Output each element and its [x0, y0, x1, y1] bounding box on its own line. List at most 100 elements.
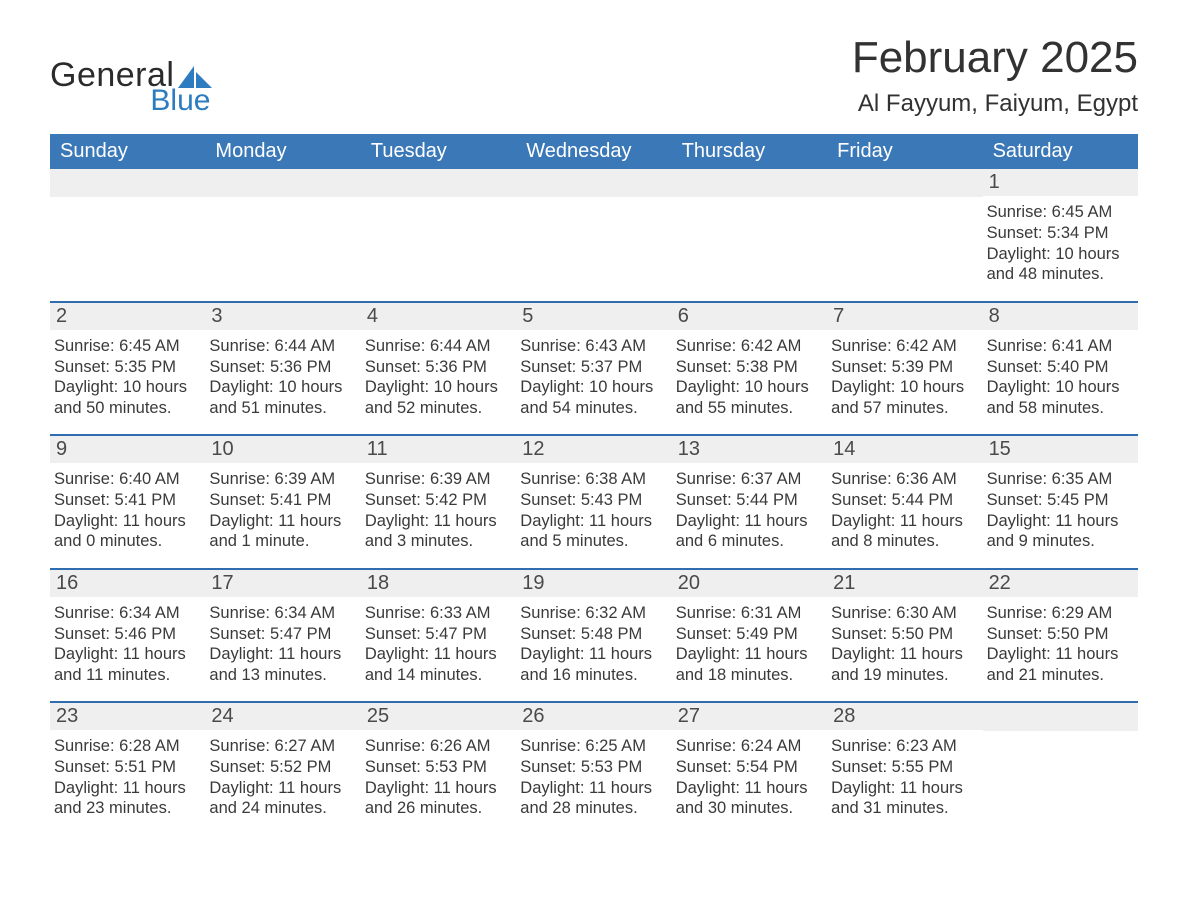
sunrise-line: Sunrise: 6:44 AM	[209, 336, 352, 357]
sunrise-line: Sunrise: 6:38 AM	[520, 469, 663, 490]
day-details: Sunrise: 6:28 AMSunset: 5:51 PMDaylight:…	[54, 736, 197, 819]
calendar-day: 5 Sunrise: 6:43 AMSunset: 5:37 PMDaylight…	[516, 303, 671, 435]
day-number: 28	[827, 703, 982, 730]
calendar-day: 4Sunrise: 6:44 AMSunset: 5:36 PMDaylight…	[361, 303, 516, 435]
calendar-day: 23 Sunrise: 6:28 AMSunset: 5:51 PMDayligh…	[50, 703, 205, 835]
location-subtitle: Al Fayyum, Faiyum, Egypt	[852, 90, 1138, 118]
calendar-day: 25Sunrise: 6:26 AMSunset: 5:53 PMDayligh…	[361, 703, 516, 835]
day-details: Sunrise: 6:40 AMSunset: 5:41 PMDaylight:…	[54, 469, 197, 552]
sunset-line: Sunset: 5:50 PM	[987, 624, 1130, 645]
sunset-line: Sunset: 5:50 PM	[831, 624, 974, 645]
day-number: 6	[672, 303, 827, 330]
day-details: Sunrise: 6:42 AMSunset: 5:38 PMDaylight:…	[676, 336, 819, 419]
day-details: Sunrise: 6:39 AMSunset: 5:42 PMDaylight:…	[365, 469, 508, 552]
day-number: 19	[516, 570, 671, 597]
day-number: 17	[205, 570, 360, 597]
daylight-line: Daylight: 11 hours and 5 minutes.	[520, 511, 663, 552]
sunset-line: Sunset: 5:49 PM	[676, 624, 819, 645]
day-number	[827, 169, 982, 197]
calendar-week-row: 9Sunrise: 6:40 AMSunset: 5:41 PMDaylight…	[50, 434, 1138, 568]
weekday-header-row: SundayMondayTuesdayWednesdayThursdayFrid…	[50, 134, 1138, 169]
day-details: Sunrise: 6:30 AMSunset: 5:50 PMDaylight:…	[831, 603, 974, 686]
day-number: 13	[672, 436, 827, 463]
sunrise-line: Sunrise: 6:31 AM	[676, 603, 819, 624]
day-number: 5	[516, 303, 671, 330]
daylight-line: Daylight: 11 hours and 19 minutes.	[831, 644, 974, 685]
sunrise-line: Sunrise: 6:36 AM	[831, 469, 974, 490]
day-details: Sunrise: 6:43 AMSunset: 5:37 PMDaylight:…	[520, 336, 663, 419]
day-number: 24	[205, 703, 360, 730]
daylight-line: Daylight: 11 hours and 14 minutes.	[365, 644, 508, 685]
weekday-header-friday: Friday	[827, 134, 982, 169]
day-details: Sunrise: 6:26 AMSunset: 5:53 PMDaylight:…	[365, 736, 508, 819]
calendar-day: 17Sunrise: 6:34 AMSunset: 5:47 PMDayligh…	[205, 570, 360, 702]
daylight-line: Daylight: 11 hours and 31 minutes.	[831, 778, 974, 819]
calendar-day: 18Sunrise: 6:33 AMSunset: 5:47 PMDayligh…	[361, 570, 516, 702]
sunrise-line: Sunrise: 6:45 AM	[54, 336, 197, 357]
daylight-line: Daylight: 11 hours and 23 minutes.	[54, 778, 197, 819]
logo-text-blue: Blue	[50, 86, 212, 116]
daylight-line: Daylight: 10 hours and 51 minutes.	[209, 377, 352, 418]
sunrise-line: Sunrise: 6:28 AM	[54, 736, 197, 757]
sunset-line: Sunset: 5:53 PM	[365, 757, 508, 778]
sunset-line: Sunset: 5:53 PM	[520, 757, 663, 778]
day-details: Sunrise: 6:27 AMSunset: 5:52 PMDaylight:…	[209, 736, 352, 819]
sunset-line: Sunset: 5:36 PM	[365, 357, 508, 378]
calendar-week-row: 16Sunrise: 6:34 AMSunset: 5:46 PMDayligh…	[50, 568, 1138, 702]
calendar-day: 1Sunrise: 6:45 AMSunset: 5:34 PMDaylight…	[983, 169, 1138, 301]
sunrise-line: Sunrise: 6:40 AM	[54, 469, 197, 490]
day-details: Sunrise: 6:36 AMSunset: 5:44 PMDaylight:…	[831, 469, 974, 552]
sunrise-line: Sunrise: 6:39 AM	[209, 469, 352, 490]
sunrise-line: Sunrise: 6:34 AM	[209, 603, 352, 624]
day-details: Sunrise: 6:41 AMSunset: 5:40 PMDaylight:…	[987, 336, 1130, 419]
sunset-line: Sunset: 5:43 PM	[520, 490, 663, 511]
day-details: Sunrise: 6:38 AMSunset: 5:43 PMDaylight:…	[520, 469, 663, 552]
weekday-header-saturday: Saturday	[983, 134, 1138, 169]
sunset-line: Sunset: 5:39 PM	[831, 357, 974, 378]
day-number	[516, 169, 671, 197]
daylight-line: Daylight: 11 hours and 0 minutes.	[54, 511, 197, 552]
calendar-week-row: 2Sunrise: 6:45 AMSunset: 5:35 PMDaylight…	[50, 301, 1138, 435]
day-number: 21	[827, 570, 982, 597]
calendar-day: 7Sunrise: 6:42 AMSunset: 5:39 PMDaylight…	[827, 303, 982, 435]
day-number: 23	[50, 703, 205, 730]
day-details: Sunrise: 6:37 AMSunset: 5:44 PMDaylight:…	[676, 469, 819, 552]
sunset-line: Sunset: 5:54 PM	[676, 757, 819, 778]
day-details: Sunrise: 6:31 AMSunset: 5:49 PMDaylight:…	[676, 603, 819, 686]
weekday-header-thursday: Thursday	[672, 134, 827, 169]
day-number: 26	[516, 703, 671, 730]
daylight-line: Daylight: 11 hours and 11 minutes.	[54, 644, 197, 685]
sunset-line: Sunset: 5:35 PM	[54, 357, 197, 378]
calendar-day-empty	[983, 703, 1138, 835]
calendar-day: 15Sunrise: 6:35 AMSunset: 5:45 PMDayligh…	[983, 436, 1138, 568]
sunset-line: Sunset: 5:51 PM	[54, 757, 197, 778]
calendar-day-empty	[672, 169, 827, 301]
weekday-header-sunday: Sunday	[50, 134, 205, 169]
day-details: Sunrise: 6:34 AMSunset: 5:46 PMDaylight:…	[54, 603, 197, 686]
day-number	[672, 169, 827, 197]
calendar-day-empty	[50, 169, 205, 301]
sunrise-line: Sunrise: 6:42 AM	[676, 336, 819, 357]
day-details: Sunrise: 6:32 AMSunset: 5:48 PMDaylight:…	[520, 603, 663, 686]
sunset-line: Sunset: 5:41 PM	[54, 490, 197, 511]
sunset-line: Sunset: 5:41 PM	[209, 490, 352, 511]
calendar-day: 26Sunrise: 6:25 AMSunset: 5:53 PMDayligh…	[516, 703, 671, 835]
weekday-header-monday: Monday	[205, 134, 360, 169]
daylight-line: Daylight: 10 hours and 50 minutes.	[54, 377, 197, 418]
sunrise-line: Sunrise: 6:29 AM	[987, 603, 1130, 624]
day-number: 14	[827, 436, 982, 463]
day-number: 1	[983, 169, 1138, 196]
sunrise-line: Sunrise: 6:41 AM	[987, 336, 1130, 357]
day-details: Sunrise: 6:23 AMSunset: 5:55 PMDaylight:…	[831, 736, 974, 819]
day-number: 27	[672, 703, 827, 730]
daylight-line: Daylight: 10 hours and 48 minutes.	[987, 244, 1130, 285]
calendar-week-row: 23Sunrise: 6:28 AMSunset: 5:51 PMDayligh…	[50, 701, 1138, 835]
daylight-line: Daylight: 11 hours and 6 minutes.	[676, 511, 819, 552]
daylight-line: Daylight: 11 hours and 16 minutes.	[520, 644, 663, 685]
sunrise-line: Sunrise: 6:35 AM	[987, 469, 1130, 490]
calendar-day: 11Sunrise: 6:39 AMSunset: 5:42 PMDayligh…	[361, 436, 516, 568]
daylight-line: Daylight: 10 hours and 58 minutes.	[987, 377, 1130, 418]
sunrise-line: Sunrise: 6:33 AM	[365, 603, 508, 624]
day-details: Sunrise: 6:24 AMSunset: 5:54 PMDaylight:…	[676, 736, 819, 819]
sunset-line: Sunset: 5:52 PM	[209, 757, 352, 778]
